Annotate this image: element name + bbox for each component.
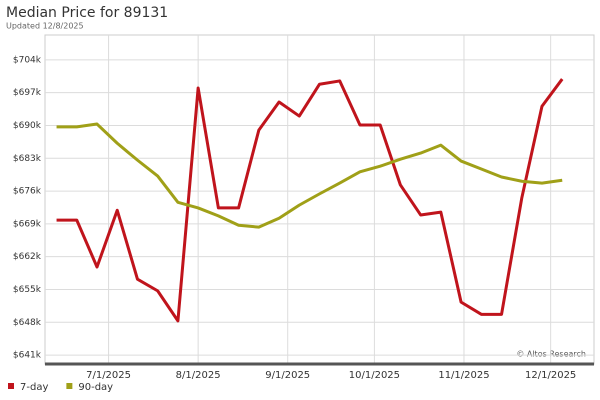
legend-label: 7-day	[20, 382, 48, 393]
x-tick-label: 9/1/2025	[265, 370, 310, 381]
y-tick-label: $690k	[13, 121, 42, 131]
y-tick-label: $648k	[13, 318, 42, 328]
x-tick-label: 10/1/2025	[349, 370, 400, 381]
x-tick-label: 12/1/2025	[525, 370, 576, 381]
legend-swatch	[66, 383, 73, 389]
y-tick-label: $676k	[13, 187, 42, 197]
legend-swatch	[8, 383, 14, 389]
chart-subtitle: Updated 12/8/2025	[6, 22, 84, 31]
chart-title: Median Price for 89131	[6, 5, 168, 21]
y-tick-label: $641k	[13, 351, 42, 361]
series-line	[56, 122, 563, 229]
x-tick-label: 8/1/2025	[176, 370, 221, 381]
y-tick-label: $662k	[13, 252, 42, 262]
x-tick-label: 11/1/2025	[438, 370, 489, 381]
series-line	[56, 78, 564, 323]
y-tick-label: $669k	[13, 219, 42, 229]
legend-label: 90-day	[78, 382, 113, 393]
y-tick-label: $683k	[13, 154, 42, 164]
y-tick-label: $655k	[13, 285, 42, 295]
y-tick-label: $697k	[13, 88, 42, 98]
x-tick-label: 7/1/2025	[86, 370, 131, 381]
y-tick-label: $704k	[13, 55, 42, 65]
